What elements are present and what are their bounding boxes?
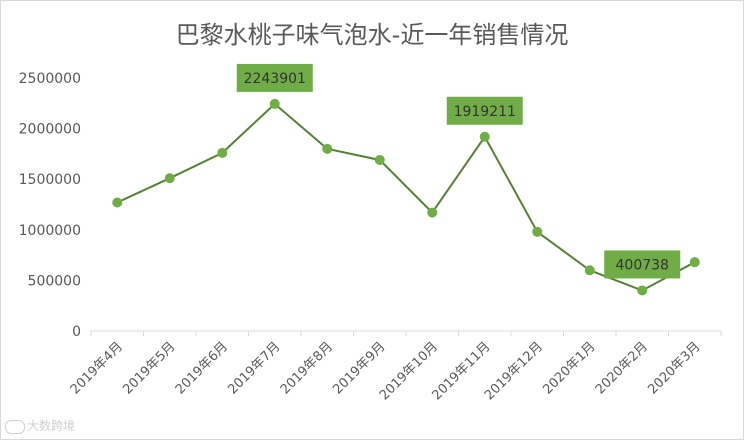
x-tick-label: 2020年3月 — [645, 339, 703, 397]
data-point — [217, 147, 228, 158]
y-tick-label: 2000000 — [19, 122, 81, 138]
watermark-text: 大数跨境 — [27, 419, 76, 433]
x-tick-label: 2019年5月 — [120, 339, 178, 397]
watermark-logo-icon — [5, 419, 25, 434]
data-point — [637, 285, 648, 296]
y-tick-label: 1000000 — [19, 223, 81, 239]
y-tick-label: 1500000 — [19, 172, 81, 188]
x-tick-label: 2019年4月 — [68, 339, 126, 397]
data-label-box — [236, 63, 313, 92]
data-point — [322, 143, 333, 154]
data-point — [532, 226, 543, 237]
x-tick-label: 2019年8月 — [278, 339, 336, 397]
data-point — [112, 197, 123, 208]
data-point — [427, 207, 438, 218]
x-tick-label: 2020年1月 — [540, 339, 598, 397]
data-label: 400738 — [616, 257, 669, 273]
data-point — [269, 98, 280, 109]
data-label: 1919211 — [454, 104, 516, 120]
series-line — [116, 102, 696, 292]
data-label: 2243901 — [244, 71, 306, 87]
y-tick-label: 500000 — [28, 273, 81, 289]
data-point — [584, 265, 595, 276]
x-tick-label: 2020年2月 — [593, 339, 651, 397]
y-tick-label: 2500000 — [19, 71, 81, 87]
data-point — [374, 154, 385, 165]
data-point — [689, 257, 700, 268]
watermark: 大数跨境 — [5, 417, 75, 434]
data-label-box — [446, 96, 523, 125]
data-point — [164, 173, 175, 184]
x-tick-label: 2019年6月 — [173, 339, 231, 397]
x-tick-label: 2019年7月 — [225, 339, 283, 397]
data-point — [479, 131, 490, 142]
data-label-box — [604, 250, 681, 279]
y-tick-label: 0 — [72, 324, 81, 340]
chart-title: 巴黎水桃子味气泡水-近一年销售情况 — [175, 21, 569, 49]
